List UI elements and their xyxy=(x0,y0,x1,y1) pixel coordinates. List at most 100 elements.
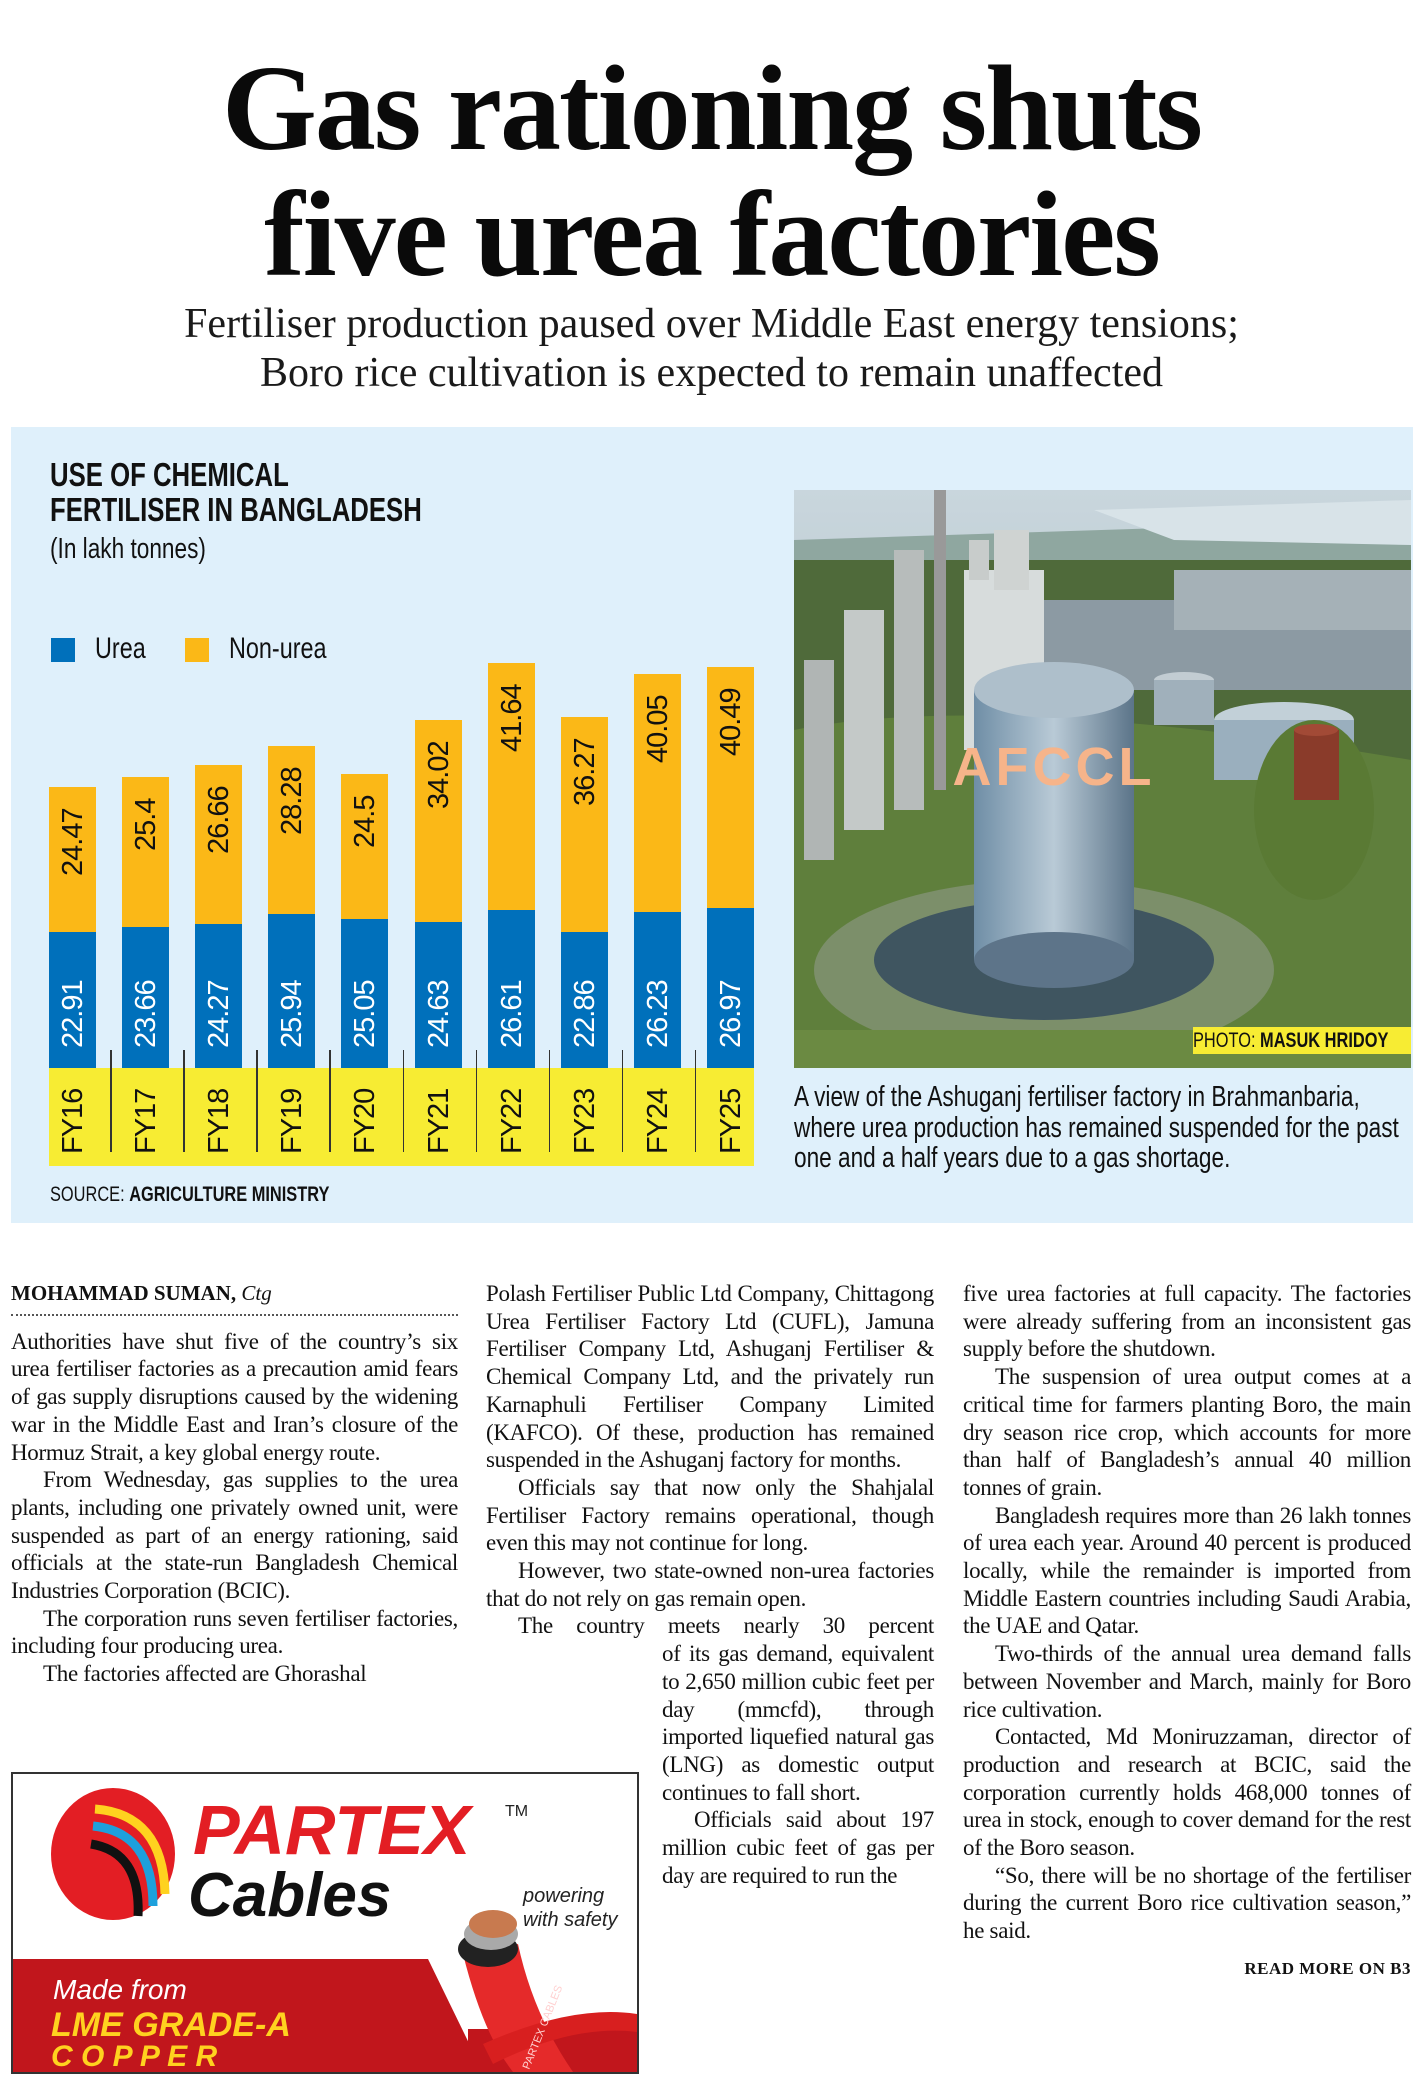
chart-title-line-2: FERTILISER IN BANGLADESH xyxy=(50,491,422,528)
bar-non-urea-fy25 xyxy=(706,667,754,908)
value-label-non-urea-fy16: 24.47 xyxy=(57,807,89,876)
bar-urea-fy18 xyxy=(195,923,243,1068)
ad-tagline-2: with safety xyxy=(523,1909,618,1931)
paragraph: Officials say that now only the Shahjala… xyxy=(486,1474,934,1556)
value-label-urea-fy16: 22.91 xyxy=(57,980,89,1048)
paragraph: Contacted, Md Moniruzzaman, director of … xyxy=(963,1724,1411,1861)
paragraph: The country meets nearly 30 percent xyxy=(518,1613,934,1639)
value-label-urea-fy18: 24.27 xyxy=(203,980,236,1048)
bar-non-urea-fy21 xyxy=(414,719,462,922)
bar-non-urea-fy19 xyxy=(268,745,316,914)
ad-made-from: Made from xyxy=(53,1974,187,2005)
category-label-fy18: FY18 xyxy=(203,1088,236,1154)
ad-trademark: TM xyxy=(505,1803,528,1820)
category-divider xyxy=(402,1050,404,1152)
article-column-1: MOHAMMAD SUMAN, Ctg Authorities have shu… xyxy=(11,1280,458,1688)
value-label-non-urea-fy21: 34.02 xyxy=(422,741,455,809)
read-more-link[interactable]: READ MORE ON B3 xyxy=(1244,1958,1411,1978)
value-label-non-urea-fy24: 40.05 xyxy=(641,695,674,764)
byline-divider xyxy=(11,1313,458,1316)
legend-label-urea: Urea xyxy=(95,632,146,665)
bar-urea-fy25 xyxy=(706,907,754,1068)
paragraph: Polash Fertiliser Public Ltd Company, Ch… xyxy=(486,1281,934,1473)
chart-subtitle: (In lakh tonnes) xyxy=(50,533,206,565)
paragraph: Officials said about 197 million cubic f… xyxy=(662,1807,934,1888)
headline: Gas rationing shuts five urea factories xyxy=(0,46,1423,298)
paragraph: The suspension of urea output comes at a… xyxy=(963,1364,1411,1500)
bar-non-urea-fy16 xyxy=(49,786,96,932)
bar-urea-fy24 xyxy=(633,912,681,1068)
category-divider xyxy=(183,1050,185,1152)
chart-title-line-1: USE OF CHEMICAL xyxy=(50,456,289,493)
value-label-urea-fy24: 26.23 xyxy=(641,980,674,1048)
paragraph: From Wednesday, gas supplies to the urea… xyxy=(11,1467,458,1604)
headline-line-2: five urea factories xyxy=(264,167,1161,302)
bar-non-urea-fy23 xyxy=(560,716,608,933)
paragraph: However, two state-owned non-urea factor… xyxy=(486,1558,934,1611)
headline-line-1: Gas rationing shuts xyxy=(222,41,1203,176)
bar-non-urea-fy22 xyxy=(487,662,535,910)
paragraph: Bangladesh requires more than 26 lakh to… xyxy=(963,1502,1411,1639)
bar-urea-fy17 xyxy=(122,927,170,1068)
category-label-fy22: FY22 xyxy=(495,1088,528,1154)
article-column-2: Polash Fertiliser Public Ltd Company, Ch… xyxy=(486,1280,934,1889)
category-divider xyxy=(621,1050,624,1152)
category-axis-band xyxy=(49,1068,754,1166)
value-label-non-urea-fy18: 26.66 xyxy=(203,786,236,855)
ad-brand-sub: Cables xyxy=(188,1861,391,1930)
paragraph: of its gas demand, equivalent to 2,650 m… xyxy=(662,1641,934,1805)
bar-non-urea-fy24 xyxy=(633,674,681,913)
bar-urea-fy19 xyxy=(268,913,316,1068)
chart-title: USE OF CHEMICAL FERTILISER IN BANGLADESH xyxy=(50,458,527,528)
value-label-non-urea-fy23: 36.27 xyxy=(568,738,601,806)
category-divider xyxy=(475,1050,478,1152)
ad-copper: C O P P E R xyxy=(51,2040,217,2072)
ad-brand: PARTEX xyxy=(193,1791,475,1869)
legend-swatch-urea xyxy=(51,638,75,662)
value-label-urea-fy23: 22.86 xyxy=(568,980,601,1048)
value-label-non-urea-fy22: 41.64 xyxy=(495,684,528,752)
value-label-non-urea-fy25: 40.49 xyxy=(714,688,747,757)
bar-urea-fy20 xyxy=(341,919,389,1068)
bar-urea-fy22 xyxy=(487,909,535,1068)
category-label-fy20: FY20 xyxy=(349,1088,382,1154)
photo-caption: A view of the Ashuganj fertiliser factor… xyxy=(794,1081,1399,1174)
article-column-3: five urea factories at full capacity. Th… xyxy=(963,1280,1411,1983)
category-divider xyxy=(256,1050,258,1152)
factory-photo: AFCCL xyxy=(794,430,1411,1068)
value-label-urea-fy17: 23.66 xyxy=(130,980,163,1048)
category-label-fy16: FY16 xyxy=(57,1088,89,1154)
value-label-non-urea-fy20: 24.5 xyxy=(349,795,382,848)
advert-artwork: PARTEX TM Cables powering with safety PA… xyxy=(13,1788,637,2072)
category-divider xyxy=(110,1050,112,1152)
byline: MOHAMMAD SUMAN, Ctg xyxy=(11,1281,272,1305)
bar-non-urea-fy20 xyxy=(341,773,389,920)
category-label-fy19: FY19 xyxy=(276,1088,309,1154)
chart-source: SOURCE: AGRICULTURE MINISTRY xyxy=(50,1183,330,1206)
subheadline: Fertiliser production paused over Middle… xyxy=(0,300,1423,398)
paragraph: The factories affected are Ghorashal xyxy=(43,1661,367,1687)
category-label-fy17: FY17 xyxy=(130,1088,163,1154)
subheadline-line-1: Fertiliser production paused over Middle… xyxy=(184,301,1239,347)
legend-label-non-urea: Non-urea xyxy=(229,632,327,665)
value-label-urea-fy20: 25.05 xyxy=(349,980,382,1048)
value-label-urea-fy21: 24.63 xyxy=(422,980,455,1048)
ad-tagline-1: powering xyxy=(522,1885,604,1907)
category-divider xyxy=(329,1050,331,1152)
paragraph: “So, there will be no shortage of the fe… xyxy=(963,1862,1411,1944)
paragraph: Authorities have shut five of the countr… xyxy=(11,1328,458,1465)
partex-cables-advert[interactable]: PARTEX TM Cables powering with safety PA… xyxy=(11,1772,639,2074)
category-label-fy21: FY21 xyxy=(422,1088,455,1154)
value-label-urea-fy22: 26.61 xyxy=(495,980,528,1048)
subheadline-line-2: Boro rice cultivation is expected to rem… xyxy=(259,350,1164,396)
value-label-urea-fy25: 26.97 xyxy=(714,980,747,1048)
paragraph: five urea factories at full capacity. Th… xyxy=(963,1281,1411,1362)
category-label-fy24: FY24 xyxy=(641,1088,674,1154)
paragraph: The corporation runs seven fertiliser fa… xyxy=(11,1605,458,1659)
category-label-fy23: FY23 xyxy=(568,1088,601,1154)
bar-urea-fy23 xyxy=(560,932,608,1068)
paragraph: Two-thirds of the annual urea demand fal… xyxy=(963,1641,1411,1722)
legend-swatch-non-urea xyxy=(185,638,209,662)
bar-urea-fy21 xyxy=(414,921,462,1068)
tank-label: AFCCL xyxy=(953,737,1156,797)
